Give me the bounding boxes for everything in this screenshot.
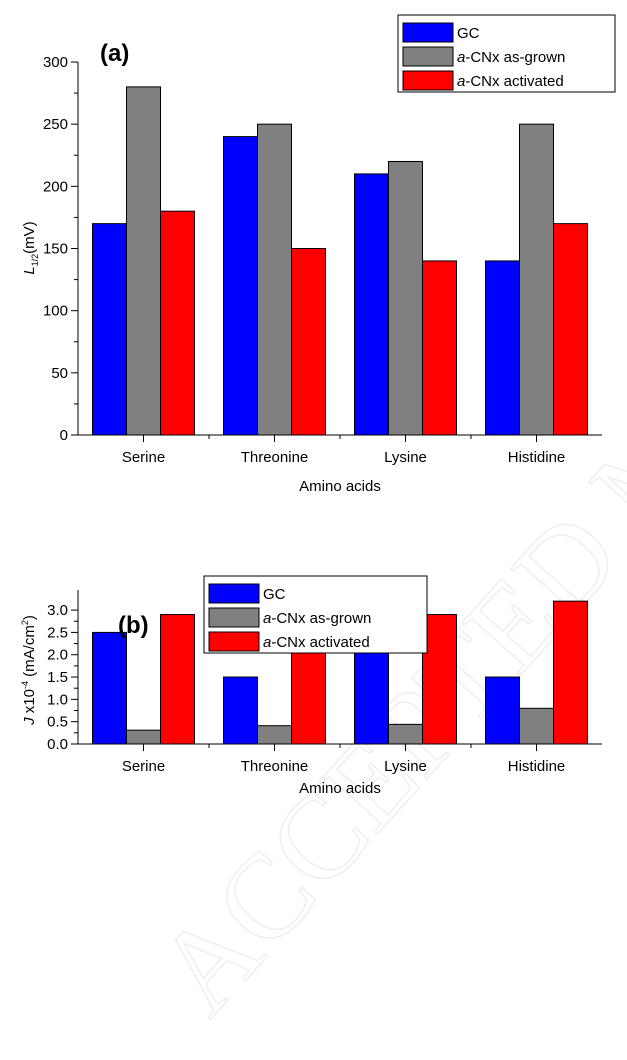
panel-b-legend: GC a-CNx as-grown a-CNx activated <box>203 575 428 654</box>
y-tick-label: 0.5 <box>47 714 68 731</box>
bar-serine-1 <box>126 86 161 436</box>
panel-a-legend: GC a-CNx as-grown a-CNx activated <box>397 14 616 93</box>
y-tick-label: 100 <box>43 303 68 320</box>
bar-lysine-0 <box>354 173 389 436</box>
panel-b-y-axis-title-sup2: 2 <box>20 620 30 625</box>
bar-histidine-0 <box>485 676 520 745</box>
bar-lysine-0 <box>354 636 389 745</box>
x-category-label: Lysine <box>384 449 427 466</box>
panel-b-label: (b) <box>118 612 149 639</box>
panel-a-bars <box>92 86 588 436</box>
x-category-label: Threonine <box>241 758 309 775</box>
panel-b: 0.0 0.5 1.0 1.5 2.0 2.5 3.0 Serine Threonine Lys… <box>20 575 602 797</box>
x-category-label: Threonine <box>241 449 309 466</box>
y-tick-label: 1.5 <box>47 669 68 686</box>
bar-serine-2 <box>160 210 195 436</box>
bar-histidine-2 <box>553 223 588 436</box>
panel-a-y-axis-title-sub: 1/2 <box>30 254 40 267</box>
bar-threonine-0 <box>223 676 258 745</box>
bar-serine-2 <box>160 614 195 745</box>
y-tick-label: 300 <box>43 54 68 71</box>
legend-label: a-CNx as-grown <box>263 610 371 627</box>
bar-histidine-2 <box>553 600 588 745</box>
panel-b-y-axis-title: J x10-4 (mA/cm2) <box>20 615 38 726</box>
panel-a-label: (a) <box>100 40 129 67</box>
y-tick-label: 1.0 <box>47 691 68 708</box>
y-tick-label: 0.0 <box>47 736 68 753</box>
bar-lysine-1 <box>388 723 423 745</box>
legend-swatch <box>208 607 260 628</box>
panel-b-y-axis-title-mid: x10 <box>21 689 38 717</box>
legend-swatch <box>402 70 454 91</box>
bar-serine-1 <box>126 729 161 745</box>
bar-serine-0 <box>92 223 127 436</box>
panel-b-x-axis-title: Amino acids <box>299 780 381 797</box>
bar-lysine-2 <box>422 260 457 436</box>
bar-threonine-1 <box>257 725 292 745</box>
legend-label: GC <box>457 25 480 42</box>
bar-lysine-2 <box>422 614 457 745</box>
legend-swatch <box>402 46 454 67</box>
bar-threonine-2 <box>291 248 326 436</box>
y-tick-label: 0 <box>60 427 68 444</box>
legend-label: a-CNx activated <box>457 73 564 90</box>
panel-b-y-axis-title-main: J <box>21 717 38 726</box>
x-category-label: Histidine <box>508 449 566 466</box>
x-category-label: Lysine <box>384 758 427 775</box>
panel-b-y-axis-title-unit: (mA/cm <box>21 625 38 681</box>
panel-b-y-axis-title-end: ) <box>21 615 38 620</box>
panel-a-y-axis-title-unit: (mV) <box>21 221 38 254</box>
y-tick-label: 2.5 <box>47 624 68 641</box>
panel-b-y-axis-title-sup: -4 <box>20 681 30 689</box>
y-tick-label: 2.0 <box>47 647 68 664</box>
bar-threonine-0 <box>223 136 258 436</box>
y-tick-label: 3.0 <box>47 602 68 619</box>
legend-swatch <box>208 583 260 604</box>
panel-a-y-axis-title: L1/2(mV) <box>21 221 40 274</box>
panel-b-x-categories: Serine Threonine Lysine Histidine <box>122 744 565 775</box>
x-category-label: Serine <box>122 758 165 775</box>
x-category-label: Histidine <box>508 758 566 775</box>
y-tick-label: 150 <box>43 241 68 258</box>
bar-lysine-1 <box>388 160 423 436</box>
legend-label: GC <box>263 586 286 603</box>
bar-histidine-1 <box>519 707 554 745</box>
legend-label: a-CNx activated <box>263 634 370 651</box>
bar-serine-0 <box>92 631 127 745</box>
panel-a-y-axis-title-main: L <box>21 266 38 274</box>
x-category-label: Serine <box>122 449 165 466</box>
panel-a-x-axis-title: Amino acids <box>299 478 381 495</box>
y-tick-label: 250 <box>43 116 68 133</box>
bar-histidine-1 <box>519 123 554 436</box>
panel-b-bars <box>92 600 588 745</box>
panel-a-x-categories: Serine Threonine Lysine Histidine <box>122 435 565 466</box>
y-tick-label: 200 <box>43 178 68 195</box>
bar-threonine-1 <box>257 123 292 436</box>
y-tick-label: 50 <box>51 365 68 382</box>
legend-swatch <box>208 631 260 652</box>
legend-swatch <box>402 22 454 43</box>
panel-a: 0 50 100 150 200 250 300 Serine Threonine Lysine… <box>21 14 616 495</box>
legend-label: a-CNx as-grown <box>457 49 565 66</box>
bar-histidine-0 <box>485 260 520 436</box>
panel-b-y-ticks: 0.0 0.5 1.0 1.5 2.0 2.5 3.0 <box>47 602 78 753</box>
panel-a-y-ticks: 0 50 100 150 200 250 300 <box>43 54 78 444</box>
